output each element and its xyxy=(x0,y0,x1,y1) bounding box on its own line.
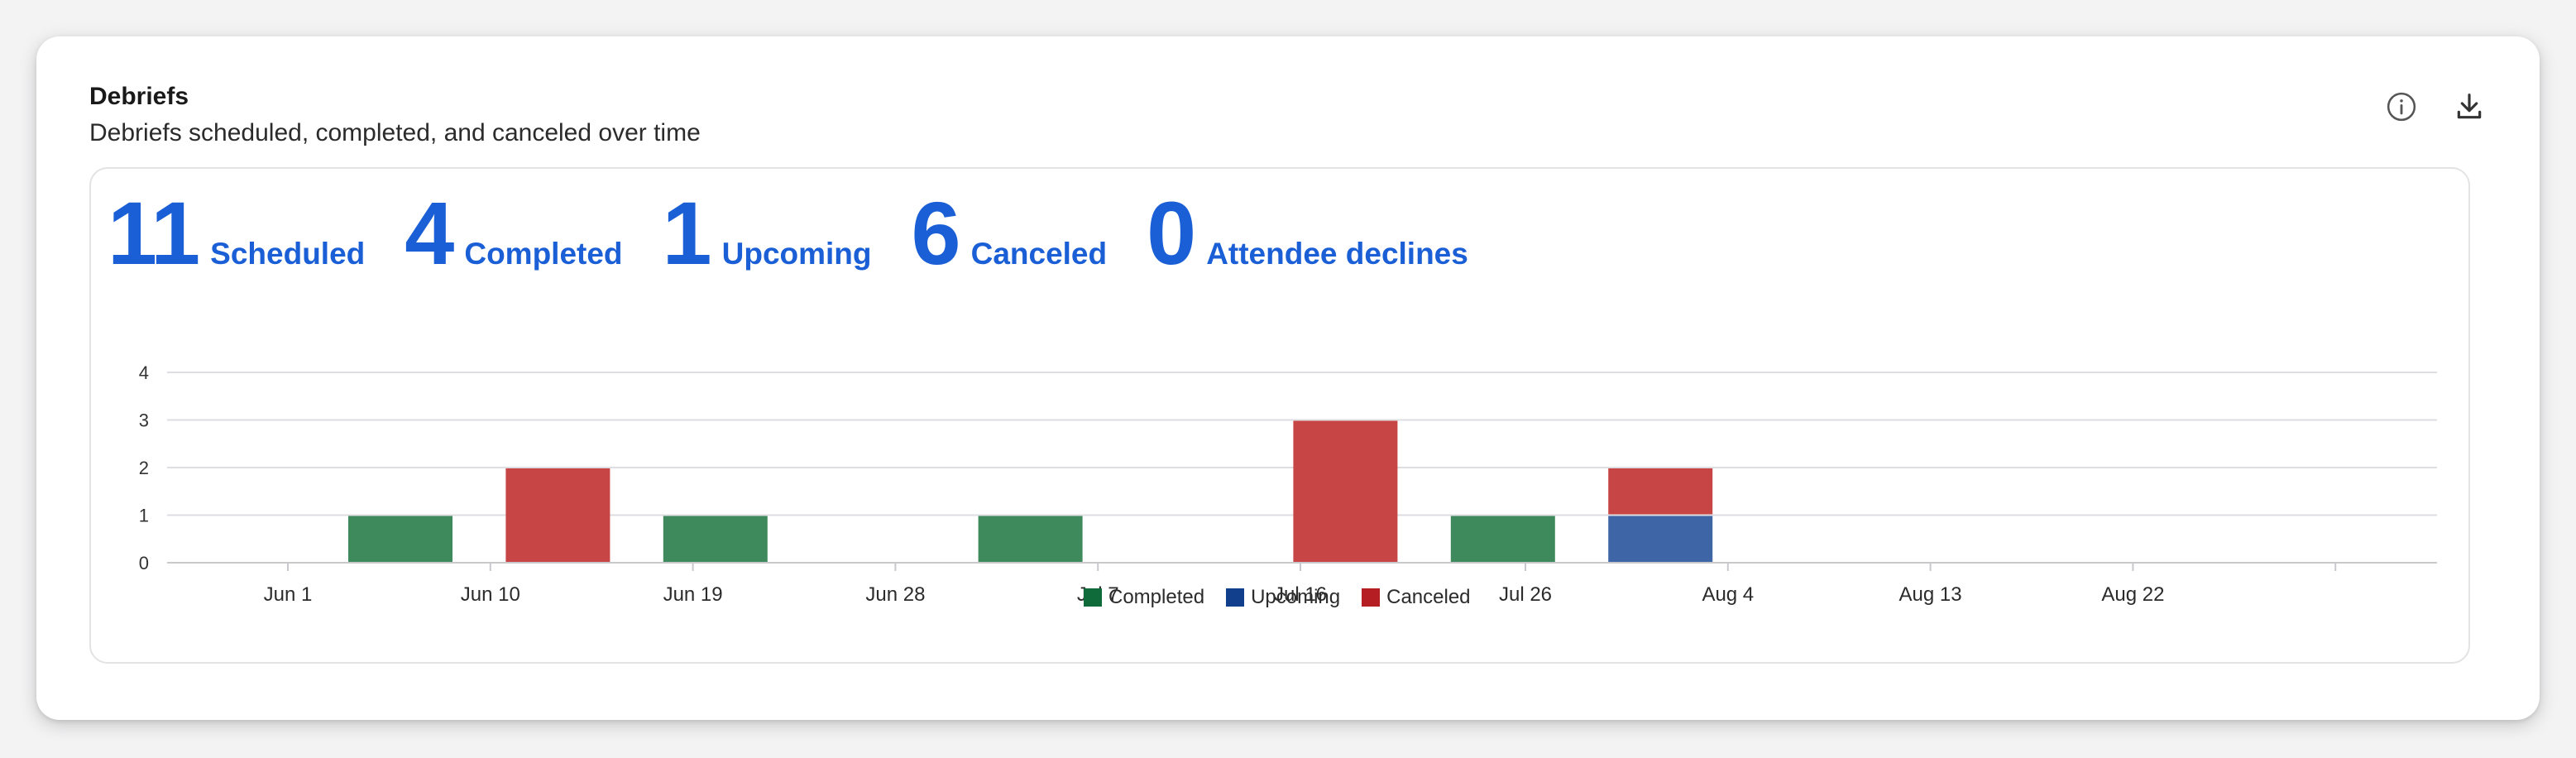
stat-upcoming: 1 Upcoming xyxy=(663,189,872,278)
stat-attendee-declines: 0 Attendee declines xyxy=(1147,189,1468,278)
x-tick-label-3: Jun 28 xyxy=(865,583,925,606)
y-tick-label-0: 0 xyxy=(139,553,149,573)
stat-canceled-label: Canceled xyxy=(970,237,1108,271)
y-tick-label-1: 1 xyxy=(139,506,149,526)
y-tick-label-2: 2 xyxy=(139,458,149,478)
info-button[interactable] xyxy=(2384,89,2419,124)
stats-row: 11 Scheduled 4 Completed 1 Upcoming 6 Ca… xyxy=(108,189,1508,278)
legend-swatch-completed xyxy=(1084,588,1102,607)
stat-canceled: 6 Canceled xyxy=(912,189,1108,278)
legend-label-upcoming: Upcoming xyxy=(1251,586,1341,608)
x-tick-label-9: Aug 22 xyxy=(2101,583,2164,606)
info-icon xyxy=(2387,92,2416,122)
stat-completed: 4 Completed xyxy=(405,189,622,278)
x-tick-label-0: Jun 1 xyxy=(264,583,313,606)
x-tick-label-6: Jul 26 xyxy=(1499,583,1552,606)
x-tick-label-1: Jun 10 xyxy=(461,583,520,606)
chart-legend: Completed Upcoming Canceled xyxy=(1084,586,1492,609)
bar-completed-2 xyxy=(663,516,768,562)
legend-item-upcoming[interactable]: Upcoming xyxy=(1226,586,1340,609)
legend-swatch-upcoming xyxy=(1226,588,1245,607)
stat-scheduled: 11 Scheduled xyxy=(108,189,365,278)
bar-completed-0 xyxy=(348,516,452,562)
x-tick-label-2: Jun 19 xyxy=(663,583,723,606)
stat-upcoming-value: 1 xyxy=(662,183,712,283)
y-tick-label-3: 3 xyxy=(139,410,149,431)
card-subtitle: Debriefs scheduled, completed, and cance… xyxy=(89,119,701,146)
debriefs-card: Debriefs Debriefs scheduled, completed, … xyxy=(36,36,2540,720)
stat-attendee-declines-value: 0 xyxy=(1147,183,1196,283)
stat-canceled-value: 6 xyxy=(911,183,961,283)
legend-label-completed: Completed xyxy=(1108,586,1205,608)
chart-panel: 11 Scheduled 4 Completed 1 Upcoming 6 Ca… xyxy=(89,167,2470,664)
stat-scheduled-value: 11 xyxy=(108,183,200,283)
x-tick-label-5: Jul 16 xyxy=(1274,583,1327,606)
card-title: Debriefs xyxy=(89,83,189,110)
y-tick-label-4: 4 xyxy=(139,362,149,383)
bar-completed-3 xyxy=(978,516,1083,562)
bar-upcoming-6 xyxy=(1608,516,1713,562)
legend-label-canceled: Canceled xyxy=(1386,586,1471,608)
stat-scheduled-label: Scheduled xyxy=(210,237,366,271)
stat-completed-value: 4 xyxy=(405,183,454,283)
stat-completed-label: Completed xyxy=(464,237,623,271)
legend-item-canceled[interactable]: Canceled xyxy=(1362,586,1471,609)
bar-canceled-6 xyxy=(1608,468,1713,515)
bar-canceled-1 xyxy=(505,468,610,562)
bar-completed-5 xyxy=(1450,516,1555,562)
stat-attendee-declines-label: Attendee declines xyxy=(1206,237,1468,271)
download-icon xyxy=(2457,94,2482,119)
bar-canceled-4 xyxy=(1293,420,1398,562)
x-tick-label-7: Aug 4 xyxy=(1702,583,1754,606)
stat-upcoming-label: Upcoming xyxy=(721,237,872,271)
legend-item-completed[interactable]: Completed xyxy=(1084,586,1204,609)
legend-swatch-canceled xyxy=(1362,588,1381,607)
download-button[interactable] xyxy=(2452,89,2487,124)
x-tick-label-8: Aug 13 xyxy=(1899,583,1962,606)
